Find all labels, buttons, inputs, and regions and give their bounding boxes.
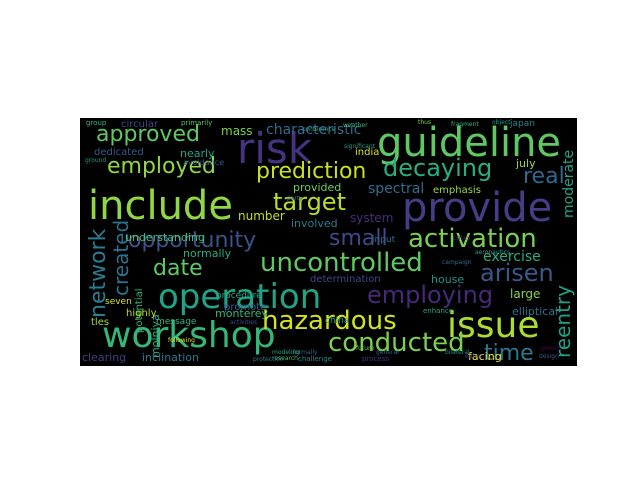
- word: seven: [105, 297, 132, 307]
- word: provide: [402, 185, 553, 231]
- word: activities: [230, 319, 258, 326]
- word: exercise: [483, 249, 541, 265]
- word: circular: [121, 119, 159, 130]
- word: bilateral: [445, 349, 470, 356]
- word: uncontrolled: [260, 248, 423, 278]
- word: facing: [468, 350, 502, 363]
- word: input: [372, 235, 396, 245]
- word: modeling: [272, 349, 300, 356]
- word: house: [431, 273, 465, 286]
- word: issue: [447, 305, 540, 346]
- word: normally: [183, 247, 232, 260]
- word: opportunity: [128, 228, 257, 253]
- word: spectral: [368, 181, 425, 197]
- word: challenge: [298, 355, 332, 363]
- word: employing: [367, 281, 494, 309]
- word: protection: [253, 356, 284, 363]
- word: operation: [158, 277, 322, 317]
- word: japan: [510, 119, 535, 129]
- word: design: [539, 353, 559, 360]
- word: process: [362, 355, 389, 363]
- word: conference: [302, 126, 336, 133]
- word: aeronautics: [475, 249, 511, 256]
- word: hazardous: [262, 306, 397, 336]
- word: following: [168, 337, 195, 344]
- word: risk: [237, 124, 313, 173]
- word: significant: [344, 143, 375, 150]
- word: thus: [418, 119, 432, 126]
- word: date: [153, 256, 203, 281]
- word: time: [484, 341, 534, 366]
- word-cloud: guideline workshop include provide opera…: [80, 118, 577, 366]
- word: highly: [126, 308, 157, 319]
- word: nearly: [180, 147, 215, 160]
- word: number: [238, 209, 285, 223]
- word: target: [273, 188, 346, 216]
- word: small: [329, 226, 388, 251]
- word: monterey: [215, 307, 269, 320]
- word: guideline: [377, 120, 562, 166]
- word: group: [86, 119, 107, 127]
- word: policy: [453, 235, 471, 242]
- word: include: [88, 183, 233, 229]
- word: clearing: [82, 351, 127, 364]
- word: provided: [293, 181, 342, 194]
- word: weather: [343, 122, 368, 129]
- word: campaign: [442, 259, 472, 266]
- word: enhance: [423, 307, 454, 315]
- word: object: [492, 119, 511, 126]
- word: emphasis: [433, 185, 481, 196]
- word: period: [541, 345, 561, 352]
- word: india: [355, 147, 380, 158]
- word: dedicated: [94, 147, 144, 158]
- word: promote: [224, 302, 267, 313]
- word: avoidance: [183, 158, 225, 167]
- word: system: [350, 211, 394, 225]
- word: large: [510, 287, 541, 301]
- word: procedure: [216, 291, 262, 301]
- word: determination: [310, 274, 381, 285]
- word: july: [516, 157, 536, 170]
- word: either: [465, 353, 483, 360]
- word: tles: [91, 317, 110, 328]
- word: approved: [96, 122, 200, 147]
- word: activation: [408, 224, 537, 254]
- word: mass: [221, 124, 253, 138]
- word: inclination: [142, 351, 199, 364]
- word: prediction: [256, 159, 367, 184]
- word: employed: [107, 154, 217, 179]
- word: message: [156, 317, 197, 327]
- word: formally: [293, 349, 318, 356]
- word: decaying: [383, 154, 493, 182]
- word: involved: [291, 217, 338, 230]
- word: moderate: [561, 149, 577, 218]
- word: conducted: [328, 328, 465, 358]
- word: ground: [85, 157, 107, 164]
- word: elliptical: [512, 305, 559, 318]
- word: general: [376, 349, 399, 356]
- word: workshop: [102, 315, 276, 356]
- word: primarily: [181, 119, 213, 127]
- word: fragment: [451, 121, 479, 128]
- word: future: [356, 345, 375, 352]
- word: characteristic: [266, 122, 362, 138]
- word: understanding: [125, 231, 205, 244]
- word: research: [272, 355, 298, 362]
- word: china: [325, 316, 350, 326]
- word: real: [523, 164, 565, 189]
- word: arisen: [480, 259, 554, 287]
- word: party: [287, 195, 303, 202]
